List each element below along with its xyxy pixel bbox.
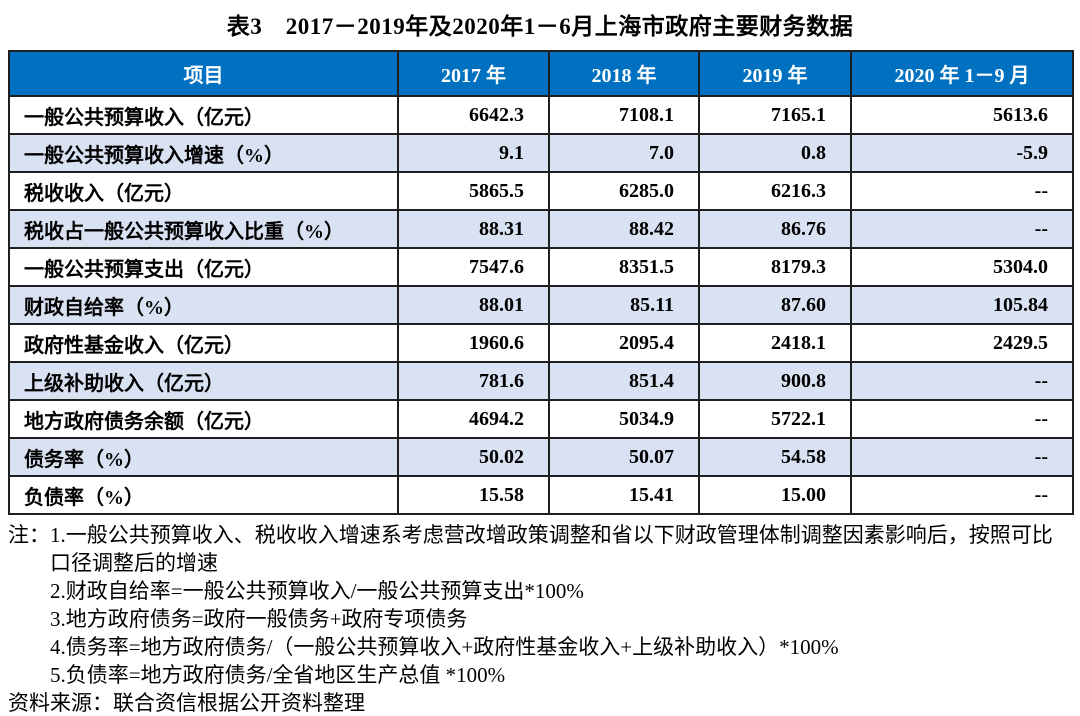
cell-value: 88.42	[548, 209, 700, 249]
table-row: 税收收入（亿元） 5865.5 6285.0 6216.3 --	[8, 171, 1074, 211]
table-row: 税收占一般公共预算收入比重（%） 88.31 88.42 86.76 --	[8, 209, 1074, 249]
cell-value: 15.41	[548, 475, 700, 515]
table-row: 一般公共预算收入（亿元） 6642.3 7108.1 7165.1 5613.6	[8, 95, 1074, 135]
notes-prefix: 注：	[8, 523, 50, 547]
cell-value: --	[850, 361, 1074, 401]
cell-value: 85.11	[548, 285, 700, 325]
cell-value: 54.58	[698, 437, 852, 477]
note-line: 4.债务率=地方政府债务/（一般公共预算收入+政府性基金收入+上级补助收入）*1…	[50, 635, 839, 659]
row-label: 上级补助收入（亿元）	[8, 361, 399, 401]
cell-value: --	[850, 209, 1074, 249]
cell-value: 15.58	[397, 475, 550, 515]
row-label: 税收收入（亿元）	[8, 171, 399, 211]
cell-value: 2418.1	[698, 323, 852, 363]
row-label: 一般公共预算支出（亿元）	[8, 247, 399, 287]
cell-value: 7108.1	[548, 95, 700, 135]
col-header-2020: 2020 年 1－9 月	[850, 50, 1074, 97]
note-line: 3.地方政府债务=政府一般债务+政府专项债务	[50, 607, 468, 631]
cell-value: 50.07	[548, 437, 700, 477]
cell-value: 8179.3	[698, 247, 852, 287]
table-row: 一般公共预算支出（亿元） 7547.6 8351.5 8179.3 5304.0	[8, 247, 1074, 287]
table-row: 财政自给率（%） 88.01 85.11 87.60 105.84	[8, 285, 1074, 325]
cell-value: --	[850, 171, 1074, 211]
table-row: 上级补助收入（亿元） 781.6 851.4 900.8 --	[8, 361, 1074, 401]
cell-value: 88.31	[397, 209, 550, 249]
cell-value: 87.60	[698, 285, 852, 325]
cell-value: --	[850, 399, 1074, 439]
row-label: 一般公共预算收入（亿元）	[8, 95, 399, 135]
cell-value: 2095.4	[548, 323, 700, 363]
note-line: 5.负债率=地方政府债务/全省地区生产总值 *100%	[50, 663, 506, 687]
col-header-2018: 2018 年	[548, 50, 700, 97]
row-label: 政府性基金收入（亿元）	[8, 323, 399, 363]
col-header-2019: 2019 年	[698, 50, 852, 97]
cell-value: 6285.0	[548, 171, 700, 211]
table-row: 负债率（%） 15.58 15.41 15.00 --	[8, 475, 1074, 515]
col-header-item: 项目	[8, 50, 399, 97]
cell-value: --	[850, 437, 1074, 477]
cell-value: 2429.5	[850, 323, 1074, 363]
cell-value: 5613.6	[850, 95, 1074, 135]
row-label: 地方政府债务余额（亿元）	[8, 399, 399, 439]
cell-value: 86.76	[698, 209, 852, 249]
cell-value: 7165.1	[698, 95, 852, 135]
cell-value: 1960.6	[397, 323, 550, 363]
cell-value: 105.84	[850, 285, 1074, 325]
header-row: 项目 2017 年 2018 年 2019 年 2020 年 1－9 月	[8, 50, 1074, 97]
cell-value: 6642.3	[397, 95, 550, 135]
cell-value: 8351.5	[548, 247, 700, 287]
note-line: 2.财政自给率=一般公共预算收入/一般公共预算支出*100%	[50, 579, 584, 603]
col-header-2017: 2017 年	[397, 50, 550, 97]
cell-value: 900.8	[698, 361, 852, 401]
cell-value: 4694.2	[397, 399, 550, 439]
row-label: 财政自给率（%）	[8, 285, 399, 325]
cell-value: 5865.5	[397, 171, 550, 211]
cell-value: 50.02	[397, 437, 550, 477]
row-label: 税收占一般公共预算收入比重（%）	[8, 209, 399, 249]
row-label: 一般公共预算收入增速（%）	[8, 133, 399, 173]
cell-value: 0.8	[698, 133, 852, 173]
cell-value: 5304.0	[850, 247, 1074, 287]
cell-value: 6216.3	[698, 171, 852, 211]
cell-value: 851.4	[548, 361, 700, 401]
row-label: 负债率（%）	[8, 475, 399, 515]
table-row: 地方政府债务余额（亿元） 4694.2 5034.9 5722.1 --	[8, 399, 1074, 439]
cell-value: 15.00	[698, 475, 852, 515]
table-row: 债务率（%） 50.02 50.07 54.58 --	[8, 437, 1074, 477]
financial-data-table: 项目 2017 年 2018 年 2019 年 2020 年 1－9 月 一般公…	[8, 50, 1074, 515]
row-label: 债务率（%）	[8, 437, 399, 477]
cell-value: 5034.9	[548, 399, 700, 439]
cell-value: --	[850, 475, 1074, 515]
table-row: 政府性基金收入（亿元） 1960.6 2095.4 2418.1 2429.5	[8, 323, 1074, 363]
cell-value: -5.9	[850, 133, 1074, 173]
page-title: 表3 2017－2019年及2020年1－6月上海市政府主要财务数据	[226, 14, 854, 39]
table-row: 一般公共预算收入增速（%） 9.1 7.0 0.8 -5.9	[8, 133, 1074, 173]
notes-section: 注：1.一般公共预算收入、税收收入增速系考虑营改增政策调整和省以下财政管理体制调…	[8, 521, 1072, 716]
cell-value: 7547.6	[397, 247, 550, 287]
source-line: 资料来源：联合资信根据公开资料整理	[8, 691, 365, 715]
cell-value: 5722.1	[698, 399, 852, 439]
cell-value: 7.0	[548, 133, 700, 173]
cell-value: 9.1	[397, 133, 550, 173]
note-line: 注：1.一般公共预算收入、税收收入增速系考虑营改增政策调整和省以下财政管理体制调…	[8, 521, 1072, 577]
cell-value: 88.01	[397, 285, 550, 325]
note-text: 1.一般公共预算收入、税收收入增速系考虑营改增政策调整和省以下财政管理体制调整因…	[50, 523, 1053, 575]
cell-value: 781.6	[397, 361, 550, 401]
